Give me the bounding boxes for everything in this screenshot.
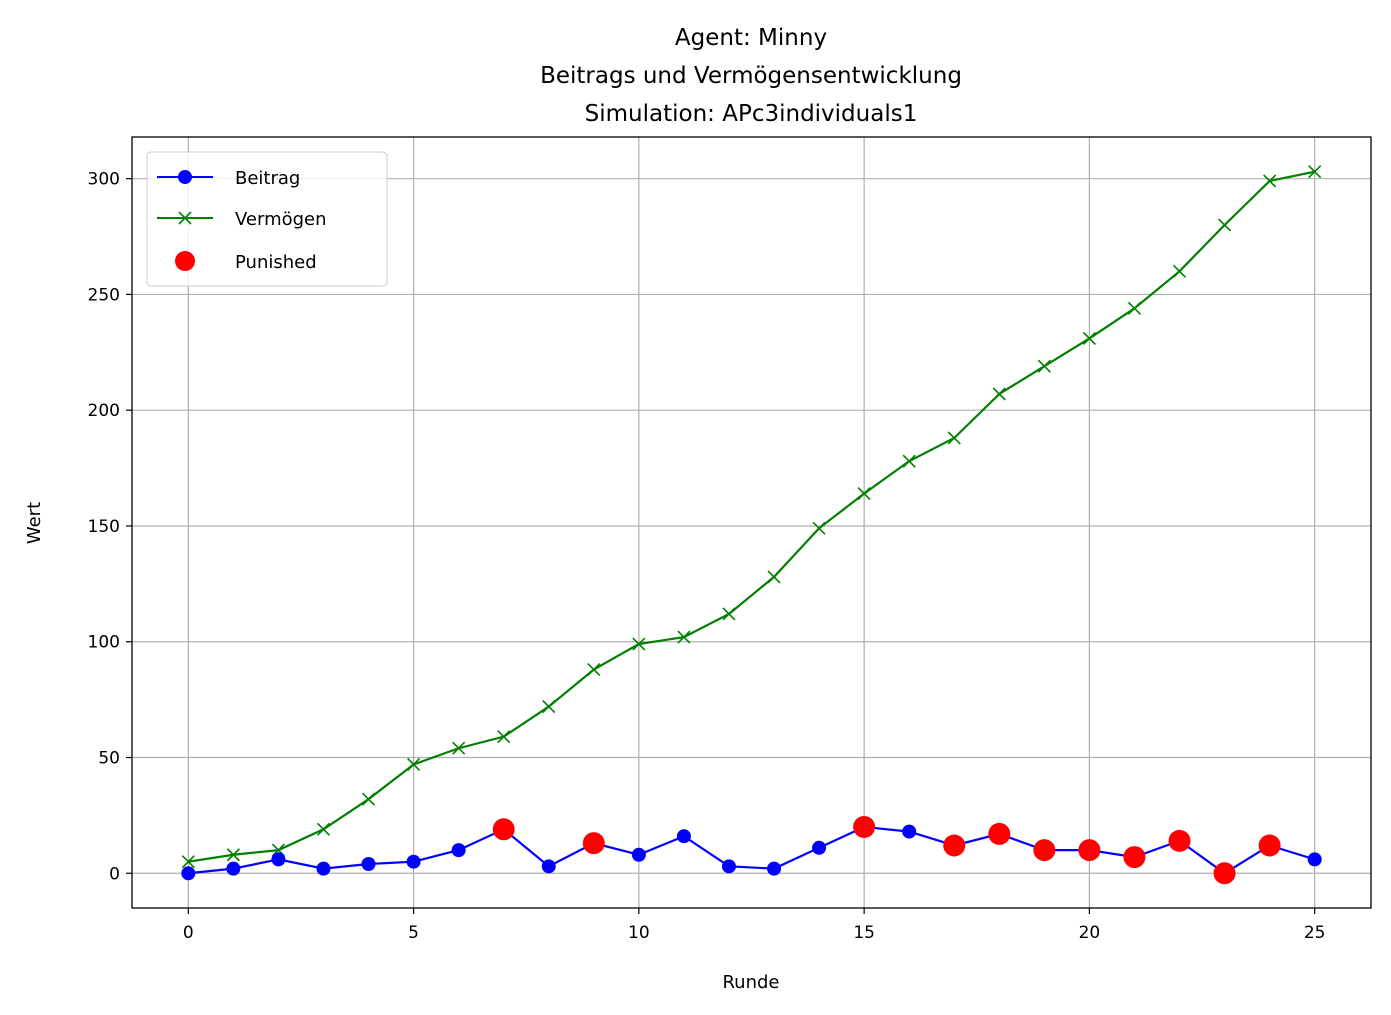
- vermoegen-point: [992, 387, 1006, 401]
- legend-punished-label: Punished: [235, 252, 317, 273]
- beitrag-point: [316, 861, 331, 876]
- vermoegen-point: [632, 637, 646, 651]
- chart-title: Agent: Minny Beitrags und Vermögensentwi…: [540, 25, 962, 127]
- vermoegen-point: [407, 757, 421, 772]
- vermoegen-point: [1037, 359, 1051, 373]
- legend-vermoegen-marker: [178, 211, 192, 225]
- vermoegen-line: [188, 170, 1315, 863]
- x-tick-label: 20: [1079, 923, 1101, 943]
- y-tick-label: 50: [98, 749, 120, 769]
- y-tick-label: 150: [88, 517, 120, 537]
- beitrag-point: [541, 859, 556, 874]
- legend-box: [146, 151, 388, 287]
- legend: Beitrag Vermögen Punished: [146, 151, 388, 287]
- y-axis-label: Wert: [24, 502, 45, 544]
- vermoegen-point: [226, 848, 240, 862]
- x-tick-label: 5: [408, 923, 419, 943]
- y-tick-label: 250: [88, 285, 120, 305]
- vermoegen-point: [722, 607, 736, 621]
- y-tick-label: 300: [88, 170, 120, 190]
- vermoegen-point: [1218, 218, 1232, 232]
- legend-vermoegen-label: Vermögen: [235, 209, 327, 230]
- punished-point: [1033, 839, 1056, 862]
- vermoegen-point: [1308, 165, 1322, 179]
- punished-point: [988, 822, 1011, 845]
- beitrag-point: [812, 840, 827, 855]
- vermoegen-point: [947, 431, 961, 445]
- y-tick-label: 100: [88, 633, 120, 653]
- punished-point: [492, 818, 515, 841]
- punished-point: [1258, 834, 1281, 857]
- vermoegen-point: [857, 486, 871, 501]
- vermoegen-point: [1127, 301, 1142, 315]
- beitrag-point: [631, 847, 646, 862]
- punished-point: [853, 815, 876, 838]
- x-axis-label: Runde: [722, 972, 779, 993]
- x-tick-label: 10: [628, 923, 650, 943]
- vermoegen-point: [902, 454, 916, 468]
- vermoegen-point: [677, 630, 691, 644]
- beitrag-point: [451, 843, 466, 858]
- chart-title-line-3: Simulation: APc3individuals1: [585, 101, 918, 127]
- punished-point: [1078, 839, 1101, 862]
- vermoegen-point: [542, 700, 556, 714]
- beitrag-line: [188, 825, 1316, 875]
- series-layer: [181, 165, 1322, 885]
- vermoegen-point: [181, 855, 195, 869]
- beitrag-point: [226, 861, 241, 876]
- punished-point: [1123, 846, 1146, 869]
- legend-punished-marker: [175, 251, 195, 271]
- x-tick-label: 25: [1304, 923, 1326, 943]
- punished-point: [1213, 862, 1236, 885]
- beitrag-point: [676, 829, 691, 844]
- beitrag-point: [361, 857, 376, 872]
- vermoegen-point: [1263, 174, 1277, 188]
- x-tick-label: 15: [853, 923, 875, 943]
- vermoegen-point: [316, 822, 331, 836]
- beitrag-point: [271, 852, 286, 867]
- beitrag-point: [406, 854, 421, 869]
- vermoegen-point: [361, 792, 376, 806]
- y-tick-label: 200: [88, 401, 120, 421]
- vermoegen-point: [452, 741, 466, 755]
- legend-beitrag-marker: [178, 170, 192, 184]
- beitrag-point: [1307, 852, 1322, 867]
- legend-beitrag-label: Beitrag: [235, 168, 300, 189]
- x-tick-label: 0: [183, 923, 194, 943]
- chart-title-line-1: Agent: Minny: [675, 25, 827, 51]
- punished-point: [943, 834, 966, 857]
- beitrag-point: [181, 866, 196, 881]
- punished-point: [1168, 829, 1191, 852]
- plot-frame: [131, 136, 1372, 909]
- vermoegen-point: [1082, 331, 1096, 345]
- grid: [132, 137, 1371, 908]
- vermoegen-point: [497, 730, 511, 744]
- beitrag-point: [902, 824, 917, 839]
- beitrag-point: [721, 859, 736, 874]
- vermoegen-point: [767, 570, 781, 584]
- chart-title-line-2: Beitrags und Vermögensentwicklung: [540, 63, 962, 89]
- beitrag-point: [767, 861, 782, 876]
- punished-point: [582, 832, 605, 855]
- vermoegen-point: [587, 662, 601, 677]
- vermoegen-point: [1172, 264, 1187, 278]
- y-tick-label: 0: [109, 864, 120, 884]
- vermoegen-point: [812, 521, 826, 535]
